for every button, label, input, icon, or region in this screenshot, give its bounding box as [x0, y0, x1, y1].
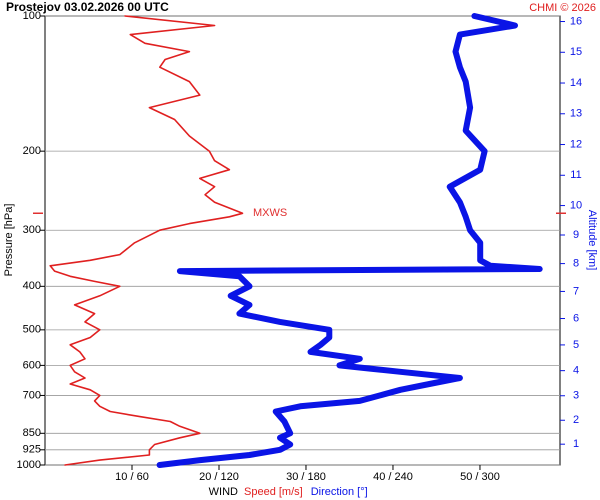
y-axis-label: Pressure [hPa]	[3, 204, 15, 277]
y2-tick-label: 16	[570, 15, 582, 27]
y-tick-label: 100	[23, 10, 41, 22]
y2-tick-label: 12	[570, 138, 582, 150]
y-tick-label: 300	[23, 224, 41, 236]
y-tick-label: 1000	[17, 459, 41, 471]
series-line	[49, 15, 244, 466]
y2-tick-label: 3	[573, 390, 579, 402]
x-tick-label: 20 / 120	[199, 471, 239, 483]
plot-frame	[44, 15, 561, 466]
y-tick-label: 925	[23, 444, 41, 456]
credit: CHMI © 2026	[529, 2, 596, 14]
y2-tick-label: 13	[570, 108, 582, 120]
y-tick-label: 600	[23, 359, 41, 371]
y-tick-label: 700	[23, 389, 41, 401]
legend-label: Speed [m/s]	[244, 486, 303, 498]
y2-tick-label: 9	[573, 229, 579, 241]
x-tick-label: 10 / 60	[115, 471, 149, 483]
y2-tick-label: 5	[573, 339, 579, 351]
x-tick-label: 40 / 240	[373, 471, 413, 483]
y2-tick-label: 7	[573, 285, 579, 297]
y2-tick-label: 8	[573, 258, 579, 270]
legend-label: Direction [°]	[311, 486, 368, 498]
y-tick-label: 500	[23, 324, 41, 336]
y2-tick-label: 1	[573, 438, 579, 450]
annotation-label: MXWS	[253, 207, 287, 219]
y2-tick-label: 10	[570, 199, 582, 211]
y2-axis-label: Altitude [km]	[586, 210, 598, 271]
y2-tick-label: 6	[573, 312, 579, 324]
chart-title: Prostejov 03.02.2026 00 UTC	[6, 0, 169, 14]
y2-tick-label: 11	[570, 169, 581, 181]
y-tick-label: 200	[23, 145, 41, 157]
series-line	[156, 13, 543, 468]
x-tick-label: 50 / 300	[460, 471, 500, 483]
y2-tick-label: 4	[573, 365, 579, 377]
y-tick-label: 850	[23, 427, 41, 439]
y2-tick-label: 2	[573, 414, 579, 426]
y2-tick-label: 15	[570, 46, 582, 58]
x-axis-label: WIND	[209, 486, 238, 498]
y2-tick-label: 14	[570, 77, 582, 89]
x-tick-label: 30 / 180	[286, 471, 326, 483]
y-tick-label: 400	[23, 280, 41, 292]
